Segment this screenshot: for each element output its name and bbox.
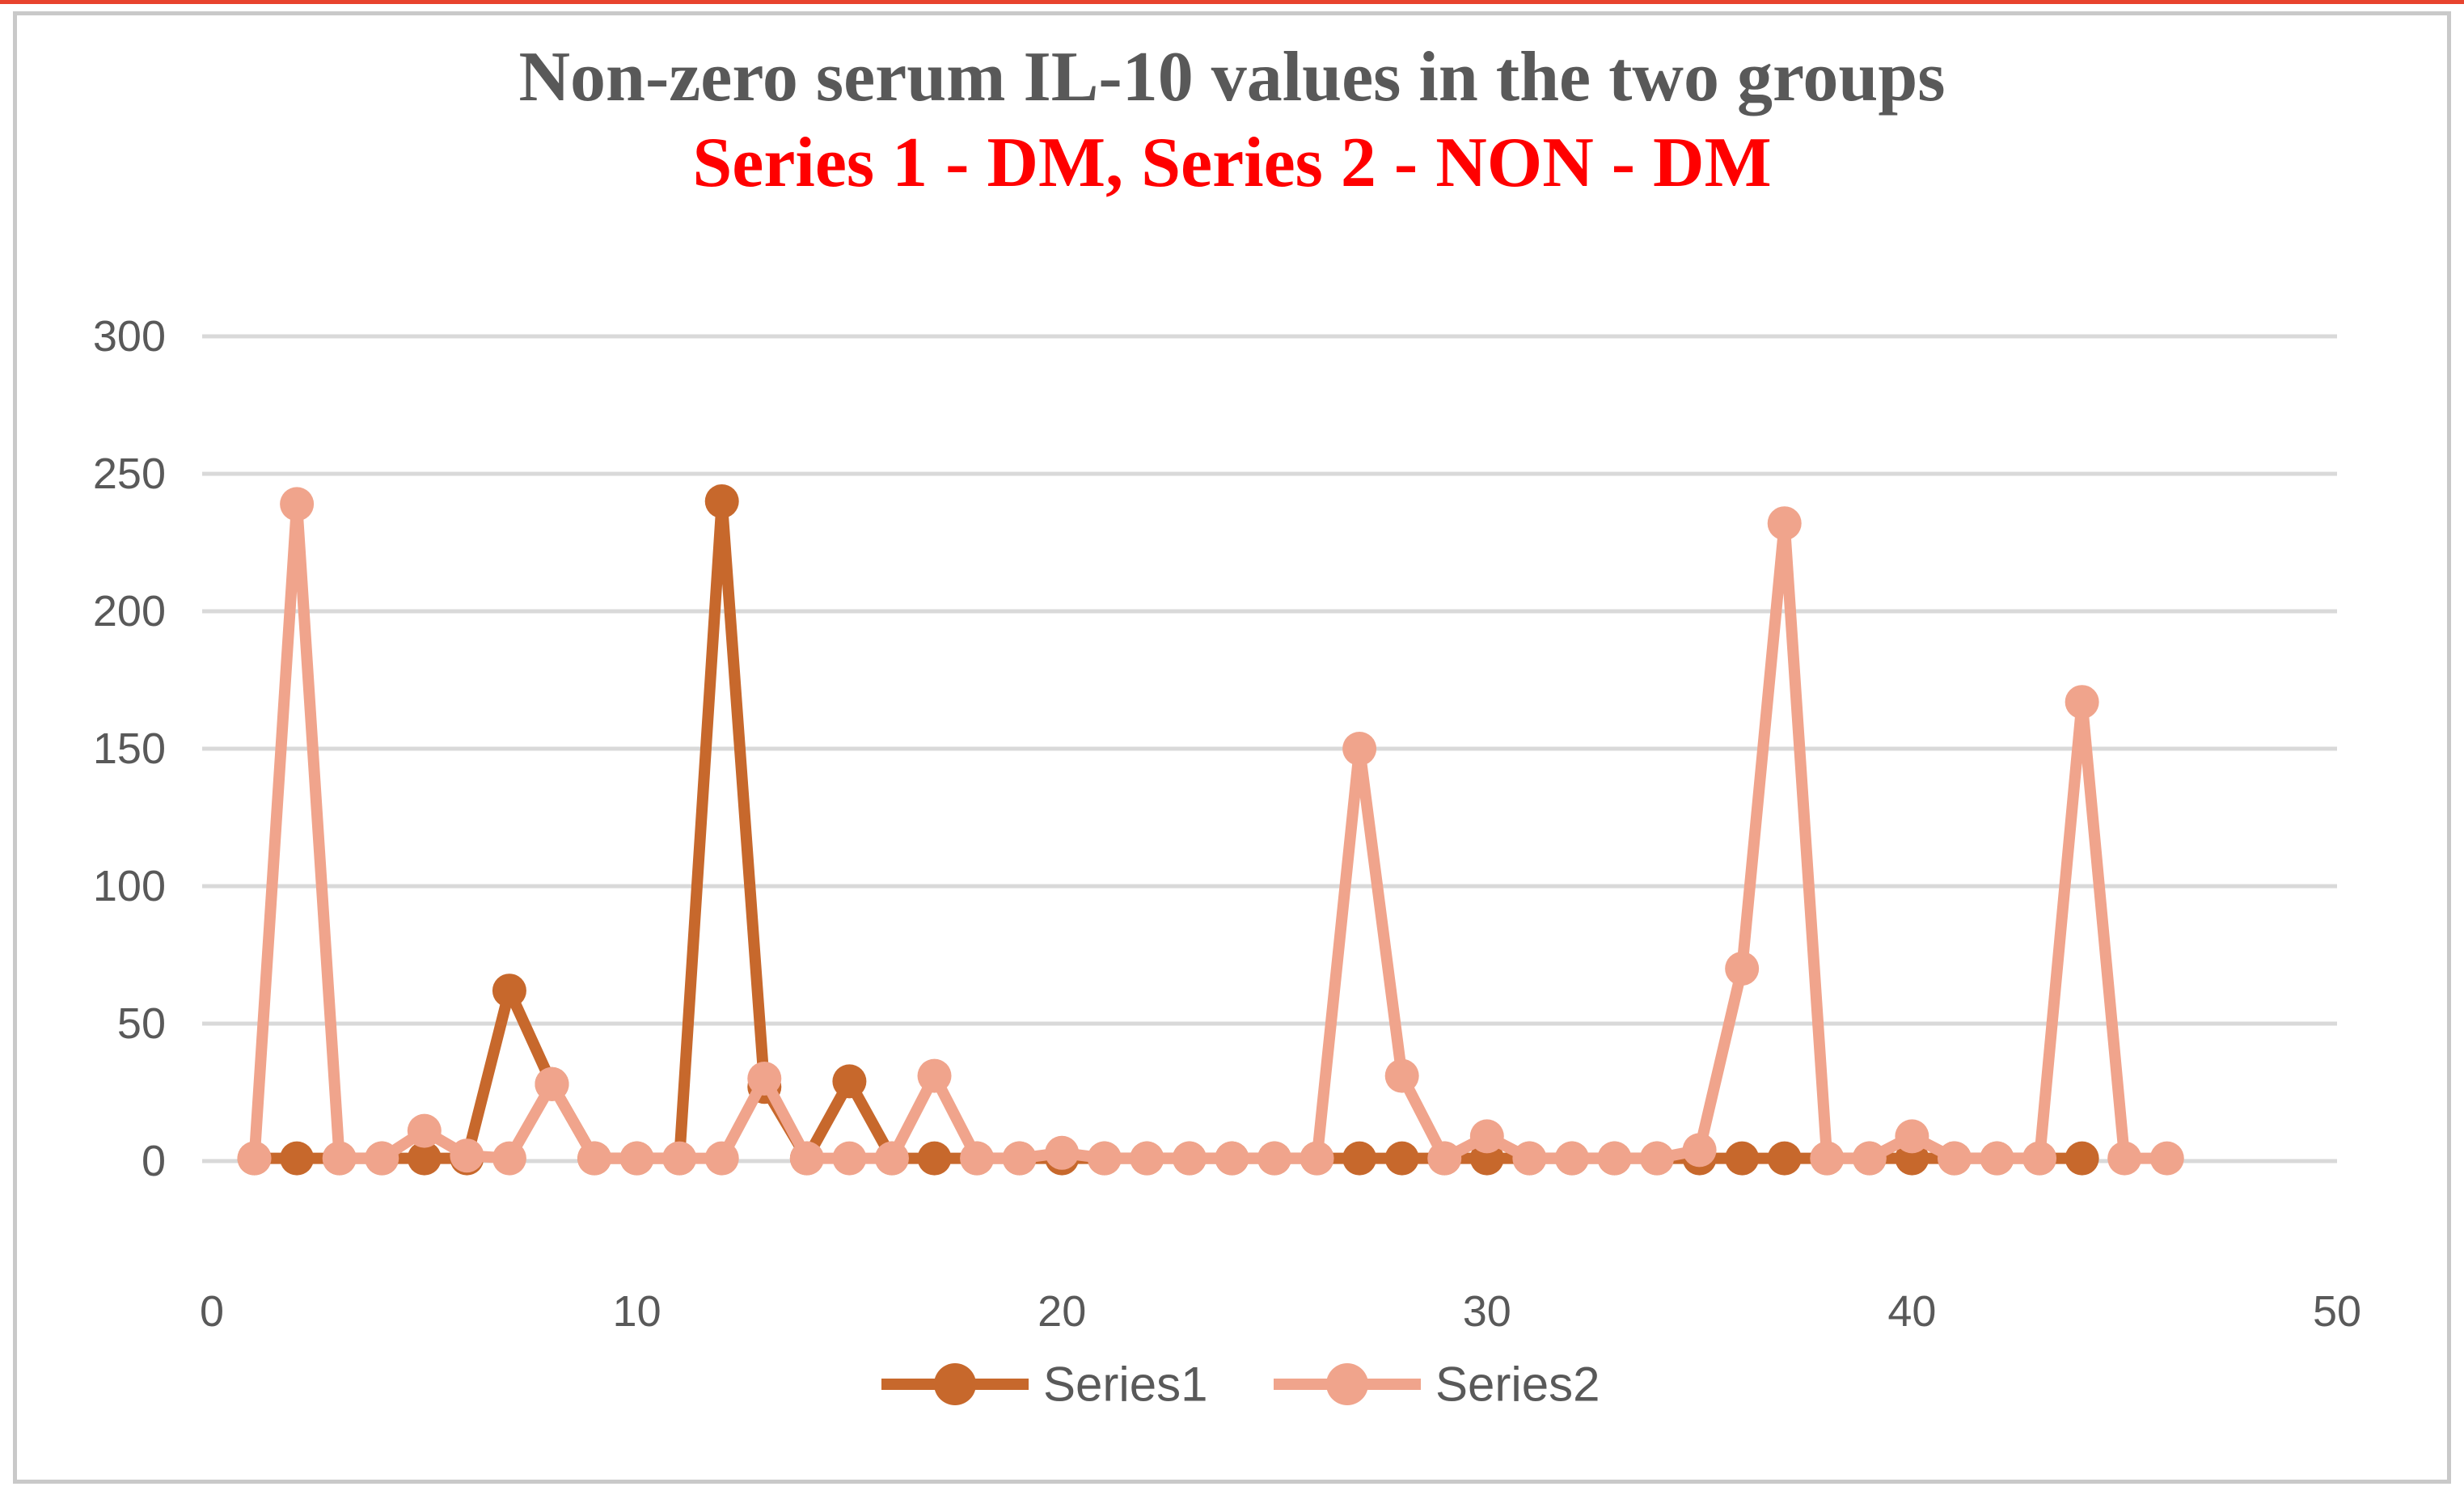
- series1-point: [492, 973, 526, 1008]
- series1-point: [704, 484, 739, 518]
- series2-point: [365, 1141, 399, 1176]
- series1-point: [2065, 1141, 2099, 1176]
- series2-point: [577, 1141, 612, 1176]
- x-tick-label-30: 30: [1463, 1287, 1511, 1336]
- y-tick-label-50: 50: [117, 999, 166, 1048]
- series2-point: [1725, 952, 1760, 986]
- series1-point: [1384, 1141, 1419, 1176]
- series2-point: [1300, 1141, 1334, 1176]
- chart-subtitle: Series 1 - DM, Series 2 - NON - DM: [692, 124, 1772, 202]
- series2-point: [789, 1141, 824, 1176]
- series2-point: [1895, 1119, 1929, 1154]
- series2-point: [1512, 1141, 1547, 1176]
- series2-point: [1597, 1141, 1632, 1176]
- series2-point: [407, 1113, 442, 1148]
- series2-point: [1172, 1141, 1207, 1176]
- series2-point: [1852, 1141, 1887, 1176]
- series2-point: [832, 1141, 867, 1176]
- legend-marker-dot-series2: [1326, 1363, 1368, 1405]
- series2-point: [1640, 1141, 1675, 1176]
- y-tick-label-300: 300: [93, 312, 166, 361]
- series2-point: [322, 1141, 357, 1176]
- series2-point: [960, 1141, 995, 1176]
- y-tick-label-100: 100: [93, 862, 166, 910]
- series2-point: [237, 1141, 272, 1176]
- series2-point: [1384, 1058, 1419, 1093]
- top-edge-strip: [0, 0, 2464, 4]
- series2-point: [1810, 1141, 1845, 1176]
- series2-point: [1554, 1141, 1589, 1176]
- series2-point: [2022, 1141, 2057, 1176]
- series2-point: [1045, 1135, 1080, 1170]
- series2-point: [1002, 1141, 1037, 1176]
- series2-line: [248, 498, 2167, 1164]
- series2-point: [704, 1141, 739, 1176]
- series2-point: [492, 1141, 526, 1176]
- series1-point: [280, 1141, 315, 1176]
- series2-point: [1342, 732, 1377, 766]
- series2-point: [1130, 1141, 1164, 1176]
- legend-label-series1: Series1: [1043, 1358, 1207, 1412]
- legend-marker-dot-series1: [934, 1363, 976, 1405]
- y-tick-label-150: 150: [93, 724, 166, 773]
- x-tick-label-20: 20: [1038, 1287, 1086, 1336]
- x-tick-label-0: 0: [200, 1287, 224, 1336]
- series1-point: [1725, 1141, 1760, 1176]
- x-tick-label-40: 40: [1887, 1287, 1936, 1336]
- series2-point: [1937, 1141, 1972, 1176]
- chart-title: Non-zero serum IL-10 values in the two g…: [518, 38, 1946, 116]
- series1-point: [1767, 1141, 1802, 1176]
- chart-frame-border: [13, 11, 2451, 1484]
- legend-label-series2: Series2: [1435, 1358, 1600, 1412]
- series2-point: [747, 1062, 782, 1096]
- series2-point: [1215, 1141, 1249, 1176]
- series2-point: [280, 487, 315, 522]
- series2-point: [662, 1141, 697, 1176]
- series1-point: [1342, 1141, 1377, 1176]
- series2-point: [619, 1141, 654, 1176]
- series2-point: [1257, 1141, 1291, 1176]
- x-tick-label-50: 50: [2313, 1287, 2361, 1336]
- y-tick-label-0: 0: [142, 1137, 166, 1185]
- x-tick-label-10: 10: [613, 1287, 661, 1336]
- series2-point: [450, 1138, 484, 1173]
- series2-point: [1767, 506, 1802, 541]
- series2-point: [1469, 1119, 1504, 1154]
- series2-point: [917, 1058, 952, 1093]
- series2-point: [2107, 1141, 2142, 1176]
- series2-point: [2149, 1141, 2184, 1176]
- series2-point: [535, 1066, 569, 1101]
- y-tick-label-250: 250: [93, 450, 166, 498]
- series2-point: [1087, 1141, 1122, 1176]
- series2-point: [874, 1141, 909, 1176]
- series1-point: [832, 1064, 867, 1099]
- series2-point: [1682, 1133, 1717, 1168]
- series1-point: [917, 1141, 952, 1176]
- series2-point: [2065, 685, 2099, 720]
- series1-point: [407, 1141, 442, 1176]
- series2-point: [1427, 1141, 1462, 1176]
- y-tick-label-200: 200: [93, 587, 166, 636]
- series2-point: [1980, 1141, 2014, 1176]
